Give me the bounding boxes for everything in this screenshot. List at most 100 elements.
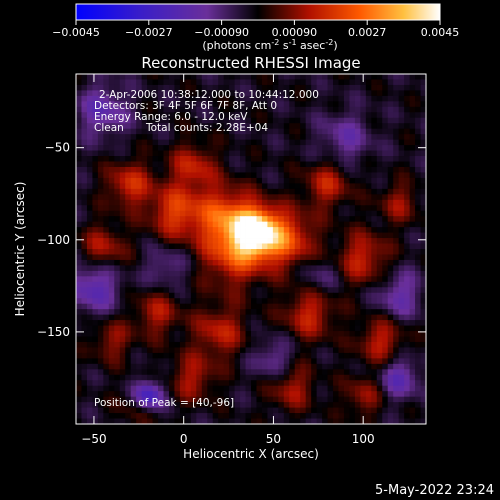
heatmap-cell — [305, 292, 312, 299]
heatmap-cell — [256, 205, 263, 212]
heatmap-cell — [305, 84, 312, 91]
heatmap-cell — [333, 369, 339, 376]
heatmap-cell — [354, 287, 361, 294]
heatmap-cell — [393, 418, 400, 424]
heatmap-cell — [338, 134, 345, 141]
heatmap-cell — [81, 314, 88, 321]
heatmap-cell — [147, 161, 153, 168]
heatmap-cell — [196, 117, 203, 124]
heatmap-cell — [234, 309, 241, 316]
heatmap-cell — [86, 287, 93, 294]
heatmap-cell — [283, 183, 290, 190]
heatmap-cell — [174, 292, 181, 299]
heatmap-cell — [196, 418, 203, 424]
heatmap-cell — [86, 227, 93, 233]
heatmap-cell — [174, 336, 181, 343]
heatmap-cell — [92, 391, 99, 398]
heatmap-cell — [343, 287, 350, 294]
heatmap-cell — [119, 128, 126, 135]
heatmap-cell — [289, 292, 296, 299]
heatmap-cell — [136, 331, 143, 337]
heatmap-cell — [114, 128, 121, 135]
heatmap-cell — [163, 232, 170, 239]
heatmap-cell — [76, 232, 82, 239]
heatmap-cell — [141, 95, 148, 102]
heatmap-cell — [343, 101, 350, 108]
heatmap-cell — [163, 254, 170, 261]
heatmap-cell — [234, 106, 241, 113]
heatmap-cell — [316, 270, 323, 277]
heatmap-cell — [415, 303, 421, 310]
heatmap-cell — [343, 385, 350, 392]
heatmap-cell — [147, 134, 153, 141]
heatmap-cell — [404, 194, 410, 201]
heatmap-cell — [158, 161, 164, 168]
heatmap-cell — [136, 407, 143, 414]
heatmap-cell — [103, 331, 110, 337]
heatmap-cell — [289, 210, 296, 217]
heatmap-cell — [283, 199, 290, 206]
heatmap-cell — [196, 309, 203, 316]
heatmap-cell — [420, 347, 426, 354]
heatmap-cell — [190, 183, 197, 190]
heatmap-cell — [283, 232, 290, 239]
heatmap-cell — [136, 385, 143, 392]
heatmap-cell — [119, 385, 126, 392]
heatmap-cell — [387, 117, 394, 124]
heatmap-cell — [136, 254, 143, 261]
x-tick-label: 50 — [266, 432, 281, 446]
heatmap-cell — [92, 369, 99, 376]
heatmap-cell — [130, 287, 137, 294]
heatmap-cell — [97, 418, 104, 424]
heatmap-cell — [294, 145, 301, 151]
heatmap-cell — [163, 145, 170, 151]
heatmap-cell — [130, 374, 137, 381]
heatmap-cell — [272, 249, 279, 255]
heatmap-cell — [201, 145, 208, 151]
heatmap-cell — [294, 74, 301, 80]
heatmap-cell — [354, 123, 361, 130]
heatmap-cell — [305, 123, 312, 130]
heatmap-cell — [174, 166, 181, 173]
heatmap-cell — [240, 106, 246, 113]
heatmap-cell — [201, 238, 208, 244]
heatmap-cell — [354, 363, 361, 370]
heatmap-cell — [333, 276, 339, 283]
heatmap-cell — [256, 156, 263, 162]
heatmap-cell — [261, 232, 268, 239]
heatmap-cell — [365, 407, 372, 414]
heatmap-cell — [305, 391, 312, 398]
heatmap-cell — [404, 238, 410, 244]
heatmap-cell — [294, 314, 301, 321]
heatmap-cell — [92, 287, 99, 294]
heatmap-cell — [261, 249, 268, 255]
heatmap-cell — [179, 74, 186, 80]
heatmap-cell — [343, 150, 350, 157]
heatmap-cell — [174, 117, 181, 124]
heatmap-cell — [152, 254, 159, 261]
heatmap-cell — [283, 254, 290, 261]
heatmap-cell — [190, 205, 197, 212]
heatmap-cell — [354, 188, 361, 195]
heatmap-cell — [229, 385, 235, 392]
heatmap-cell — [103, 205, 110, 212]
heatmap-cell — [196, 287, 203, 294]
heatmap-cell — [267, 347, 274, 354]
heatmap-cell — [207, 358, 214, 365]
heatmap-cell — [251, 95, 257, 102]
heatmap-cell — [415, 101, 421, 108]
heatmap-cell — [305, 358, 312, 365]
heatmap-cell — [240, 276, 246, 283]
heatmap-cell — [349, 84, 356, 91]
heatmap-cell — [223, 287, 230, 294]
heatmap-cell — [316, 413, 323, 419]
heatmap-cell — [261, 150, 268, 157]
heatmap-cell — [404, 374, 410, 381]
heatmap-cell — [267, 199, 274, 206]
heatmap-cell — [294, 95, 301, 102]
heatmap-cell — [371, 254, 378, 261]
heatmap-cell — [300, 145, 307, 151]
heatmap-cell — [174, 199, 181, 206]
heatmap-cell — [152, 380, 159, 387]
heatmap-cell — [245, 363, 252, 370]
